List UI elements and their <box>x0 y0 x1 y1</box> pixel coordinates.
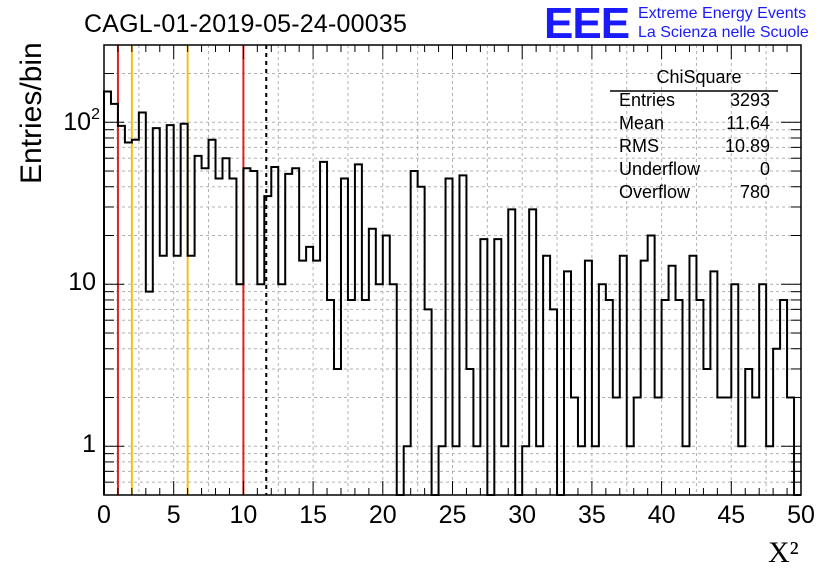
axis-ticks <box>103 44 802 496</box>
stats-label: RMS <box>619 136 659 156</box>
eee-logo: EEE <box>544 0 630 48</box>
stats-row: Underflow 0 <box>610 158 778 181</box>
stats-label: Entries <box>619 90 676 110</box>
x-tick-label: 50 <box>787 501 815 529</box>
stats-row: Mean 11.64 <box>610 112 778 135</box>
stats-label: Underflow <box>619 159 701 179</box>
y-tick-label: 1 <box>82 430 96 459</box>
x-tick-label: 30 <box>508 501 537 529</box>
x-tick-label: 20 <box>368 501 397 529</box>
stats-value: 0 <box>759 159 770 179</box>
x-tick-label: 35 <box>577 501 606 529</box>
stats-value: 10.89 <box>724 136 770 156</box>
histogram-outline <box>103 90 801 496</box>
run-title: CAGL-01-2019-05-24-00035 <box>84 10 408 38</box>
x-tick-label: 25 <box>438 501 467 529</box>
stats-row: Entries 3293 <box>610 89 778 112</box>
stats-value: 3293 <box>729 90 770 110</box>
stats-value: 11.64 <box>726 113 770 133</box>
y-tick-label: 102 <box>63 106 100 137</box>
stats-row: RMS 10.89 <box>610 135 778 158</box>
stats-value: 780 <box>739 182 770 202</box>
stats-label: Overflow <box>619 182 691 202</box>
stats-label: Mean <box>619 113 665 133</box>
stats-title: ChiSquare <box>656 67 742 87</box>
x-tick-label: 45 <box>717 501 746 529</box>
x-tick-label: 40 <box>647 501 676 529</box>
x-tick-label: 5 <box>166 501 181 529</box>
x-tick-label: 10 <box>229 501 258 529</box>
stats-row: Overflow 780 <box>610 181 778 204</box>
logo-line-1: Extreme Energy Events <box>638 5 807 22</box>
reference-lines <box>116 45 268 495</box>
stats-box: ChiSquare Entries 3293 Mean 11.64 RMS 10.89 Un… <box>610 67 778 204</box>
y-tick-label: 10 <box>68 268 96 297</box>
x-tick-label: 0 <box>97 501 111 529</box>
logo-line-2: La Scienza nelle Scuole <box>638 24 809 41</box>
x-axis-label: X² <box>768 536 799 569</box>
x-tick-label: 15 <box>299 501 327 529</box>
